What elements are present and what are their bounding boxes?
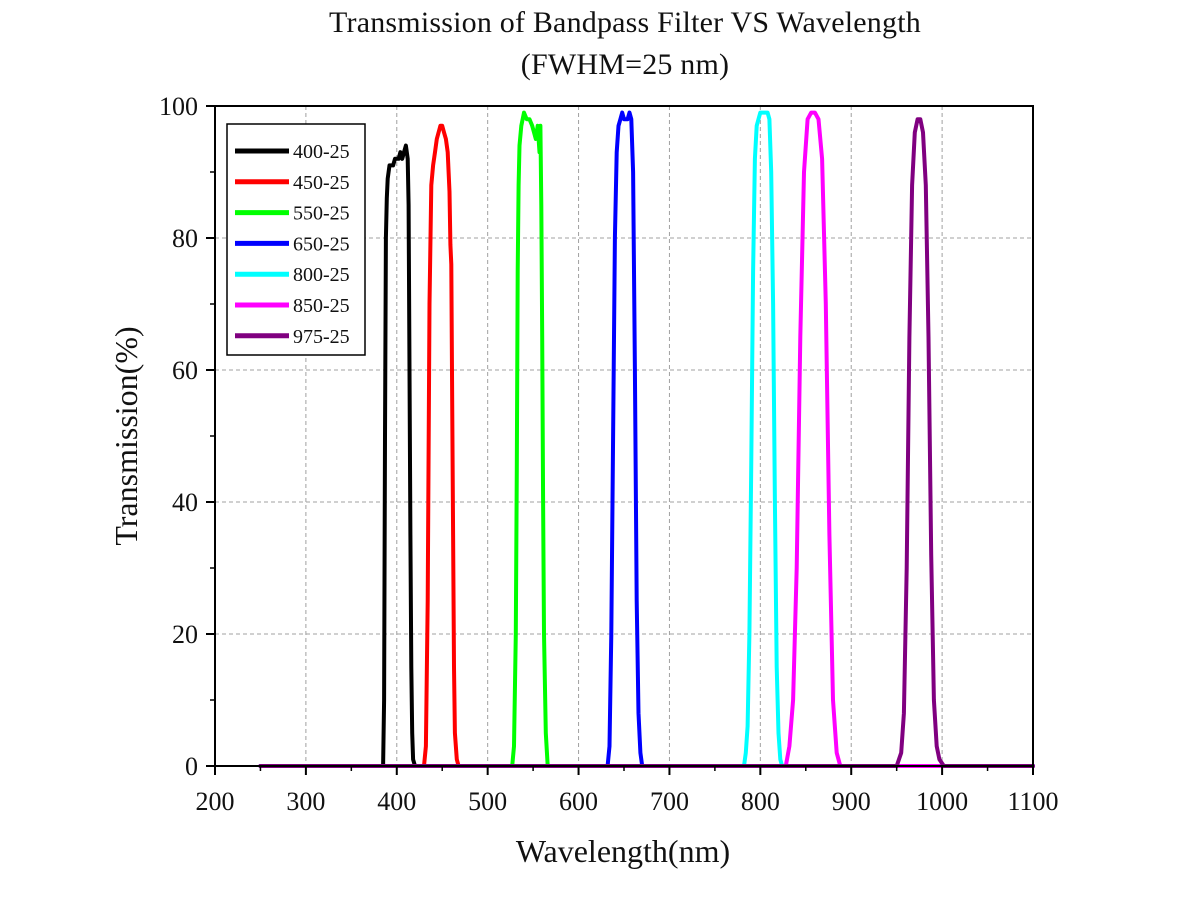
legend-label: 800-25 [293,264,350,286]
y-tick-label: 80 [172,224,198,253]
x-tick-label: 1100 [1007,787,1058,816]
x-tick-label: 800 [741,787,780,816]
series-line-975-25 [258,117,1035,768]
x-tick-label: 700 [650,787,689,816]
y-tick-label: 0 [185,752,198,781]
legend-label: 850-25 [293,295,350,317]
legend-label: 650-25 [293,233,350,255]
series-line-850-25 [258,110,1035,768]
axis-ticks: 200 300 400 500 600 700 800 900 1000 1100 0 20 40 60 8… [159,92,1059,816]
y-tick-label: 40 [172,488,198,517]
x-tick-label: 900 [832,787,871,816]
y-tick-label: 20 [172,620,198,649]
legend-label: 975-25 [293,326,350,348]
chart-subtitle: (FWHM=25 nm) [520,48,730,81]
series-lines [258,110,1035,768]
legend-label: 550-25 [293,203,350,225]
chart-title: Transmission of Bandpass Filter VS Wavel… [329,6,921,39]
legend-label: 450-25 [293,172,350,194]
x-tick-label: 300 [286,787,325,816]
y-tick-label: 100 [159,92,198,121]
series-line-650-25 [258,110,1035,768]
x-tick-label: 400 [377,787,416,816]
y-tick-label: 60 [172,356,198,385]
series-line-450-25 [258,123,1035,768]
legend-label: 400-25 [293,141,350,163]
x-axis-label: Wavelength(nm) [516,833,730,869]
legend: 400-25 450-25 550-25 650-25 800-25 850-25 975-… [226,123,366,356]
x-tick-label: 200 [196,787,235,816]
legend-box [226,123,366,356]
x-tick-label: 1000 [916,787,968,816]
x-tick-label: 500 [468,787,507,816]
grid [215,106,1033,766]
x-tick-label: 600 [559,787,598,816]
series-line-550-25 [258,110,1035,768]
series-line-400-25 [258,143,1035,768]
series-line-800-25 [258,110,1035,768]
y-axis-label: Transmission(%) [108,326,144,545]
